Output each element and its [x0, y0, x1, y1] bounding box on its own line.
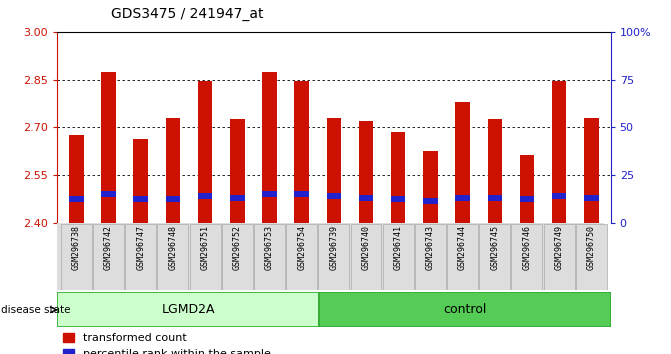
- Bar: [134, 138, 148, 223]
- Bar: [230, 119, 244, 223]
- Bar: [327, 118, 341, 223]
- FancyBboxPatch shape: [222, 224, 253, 290]
- Bar: [262, 72, 276, 223]
- Text: control: control: [444, 303, 486, 316]
- Bar: [57, 292, 319, 327]
- Bar: [519, 154, 534, 223]
- FancyBboxPatch shape: [511, 224, 542, 290]
- Bar: [230, 195, 244, 201]
- FancyBboxPatch shape: [125, 224, 156, 290]
- Text: GSM296749: GSM296749: [555, 225, 564, 270]
- Text: GSM296742: GSM296742: [104, 225, 113, 270]
- Bar: [134, 196, 148, 202]
- FancyBboxPatch shape: [287, 224, 317, 290]
- FancyBboxPatch shape: [415, 224, 446, 290]
- Bar: [456, 195, 470, 201]
- FancyBboxPatch shape: [382, 224, 413, 290]
- Bar: [262, 192, 276, 197]
- Text: GSM296751: GSM296751: [201, 225, 209, 270]
- Text: GSM296745: GSM296745: [491, 225, 499, 270]
- Text: GSM296753: GSM296753: [265, 225, 274, 270]
- Text: GSM296740: GSM296740: [362, 225, 370, 270]
- Bar: [319, 292, 611, 327]
- Bar: [552, 193, 566, 199]
- FancyBboxPatch shape: [447, 224, 478, 290]
- Bar: [198, 81, 212, 223]
- Bar: [69, 136, 84, 223]
- Bar: [488, 119, 502, 223]
- Bar: [584, 195, 599, 201]
- Text: GSM296743: GSM296743: [426, 225, 435, 270]
- Bar: [359, 121, 373, 223]
- Text: GSM296748: GSM296748: [168, 225, 177, 270]
- FancyBboxPatch shape: [190, 224, 221, 290]
- Bar: [423, 199, 437, 204]
- Text: GSM296738: GSM296738: [72, 225, 81, 270]
- FancyBboxPatch shape: [254, 224, 285, 290]
- Text: GSM296754: GSM296754: [297, 225, 306, 270]
- Text: GSM296739: GSM296739: [329, 225, 338, 270]
- FancyBboxPatch shape: [61, 224, 92, 290]
- Text: GSM296744: GSM296744: [458, 225, 467, 270]
- Bar: [101, 192, 116, 197]
- Bar: [391, 132, 405, 223]
- Bar: [359, 195, 373, 201]
- Legend: transformed count, percentile rank within the sample: transformed count, percentile rank withi…: [62, 333, 270, 354]
- Bar: [69, 196, 84, 202]
- FancyBboxPatch shape: [350, 224, 381, 290]
- Text: GDS3475 / 241947_at: GDS3475 / 241947_at: [111, 7, 263, 21]
- Text: GSM296746: GSM296746: [523, 225, 531, 270]
- Bar: [423, 152, 437, 223]
- FancyBboxPatch shape: [93, 224, 124, 290]
- Bar: [456, 102, 470, 223]
- Bar: [295, 81, 309, 223]
- Bar: [166, 196, 180, 202]
- FancyBboxPatch shape: [158, 224, 189, 290]
- Bar: [198, 193, 212, 199]
- Bar: [488, 195, 502, 201]
- Bar: [101, 72, 116, 223]
- Bar: [166, 118, 180, 223]
- Bar: [391, 196, 405, 202]
- Bar: [552, 81, 566, 223]
- FancyBboxPatch shape: [544, 224, 574, 290]
- Text: GSM296747: GSM296747: [136, 225, 145, 270]
- Text: LGMD2A: LGMD2A: [162, 303, 215, 316]
- FancyBboxPatch shape: [479, 224, 510, 290]
- FancyBboxPatch shape: [576, 224, 607, 290]
- Bar: [295, 192, 309, 197]
- Bar: [327, 193, 341, 199]
- Bar: [519, 196, 534, 202]
- Text: GSM296741: GSM296741: [394, 225, 403, 270]
- Text: disease state: disease state: [1, 305, 70, 315]
- Text: GSM296752: GSM296752: [233, 225, 242, 270]
- FancyBboxPatch shape: [318, 224, 350, 290]
- Bar: [584, 118, 599, 223]
- Text: GSM296750: GSM296750: [587, 225, 596, 270]
